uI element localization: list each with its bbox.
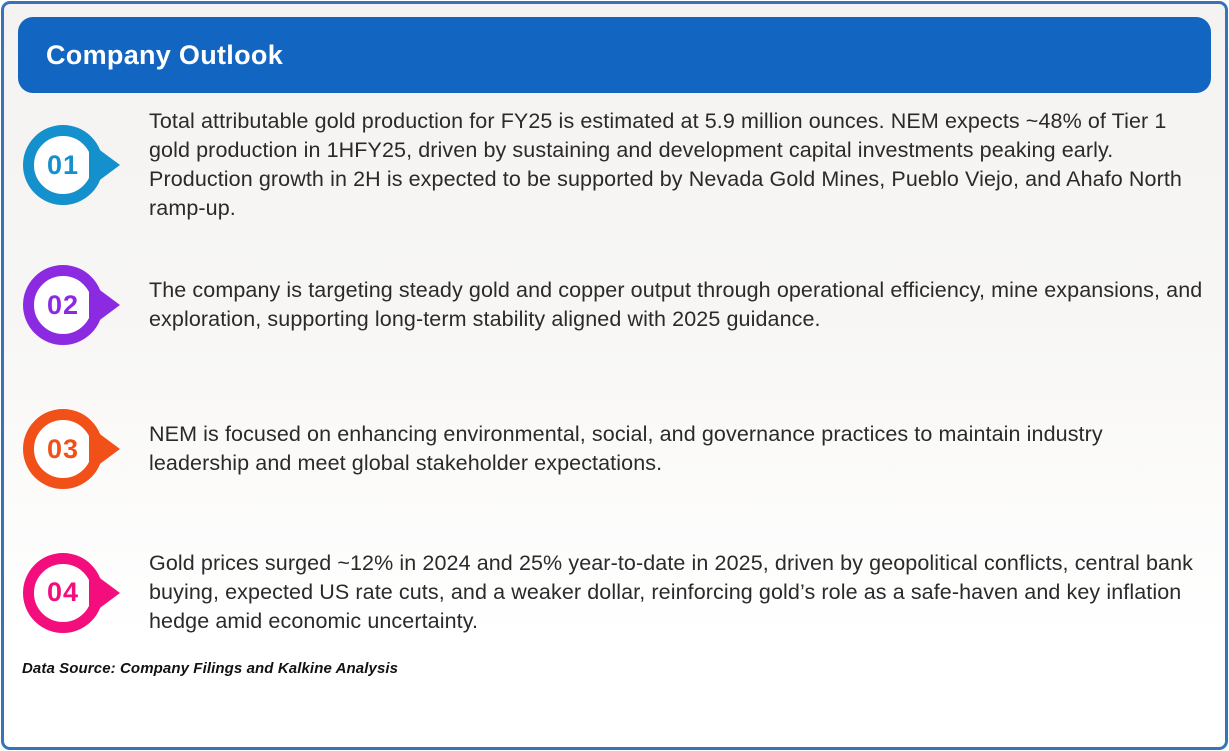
item-badge-pin-icon: 01: [23, 125, 103, 205]
list-item: 02 The company is targeting steady gold …: [4, 265, 1205, 345]
list-item: 01 Total attributable gold production fo…: [4, 107, 1205, 223]
badge-number: 02: [46, 289, 80, 320]
badge-number: 01: [46, 149, 80, 180]
item-badge-pin-icon: 03: [23, 409, 103, 489]
item-text: Total attributable gold production for F…: [149, 109, 1182, 220]
list-item: 04 Gold prices surged ~12% in 2024 and 2…: [4, 549, 1205, 636]
list-item: 03 NEM is focused on enhancing environme…: [4, 409, 1205, 489]
item-text: Gold prices surged ~12% in 2024 and 25% …: [149, 551, 1194, 633]
header-bar: Company Outlook: [18, 17, 1211, 93]
item-text: The company is targeting steady gold and…: [149, 278, 1203, 331]
data-source-note: Data Source: Company Filings and Kalkine…: [22, 660, 399, 677]
item-badge-pin-icon: 04: [23, 552, 103, 633]
badge-number: 03: [46, 433, 80, 464]
item-badge-pin-icon: 02: [23, 265, 103, 345]
badge-number: 04: [46, 577, 80, 607]
item-text: NEM is focused on enhancing environmenta…: [149, 422, 1103, 475]
outlook-list: 01 Total attributable gold production fo…: [4, 93, 1225, 636]
page-title: Company Outlook: [46, 39, 284, 70]
